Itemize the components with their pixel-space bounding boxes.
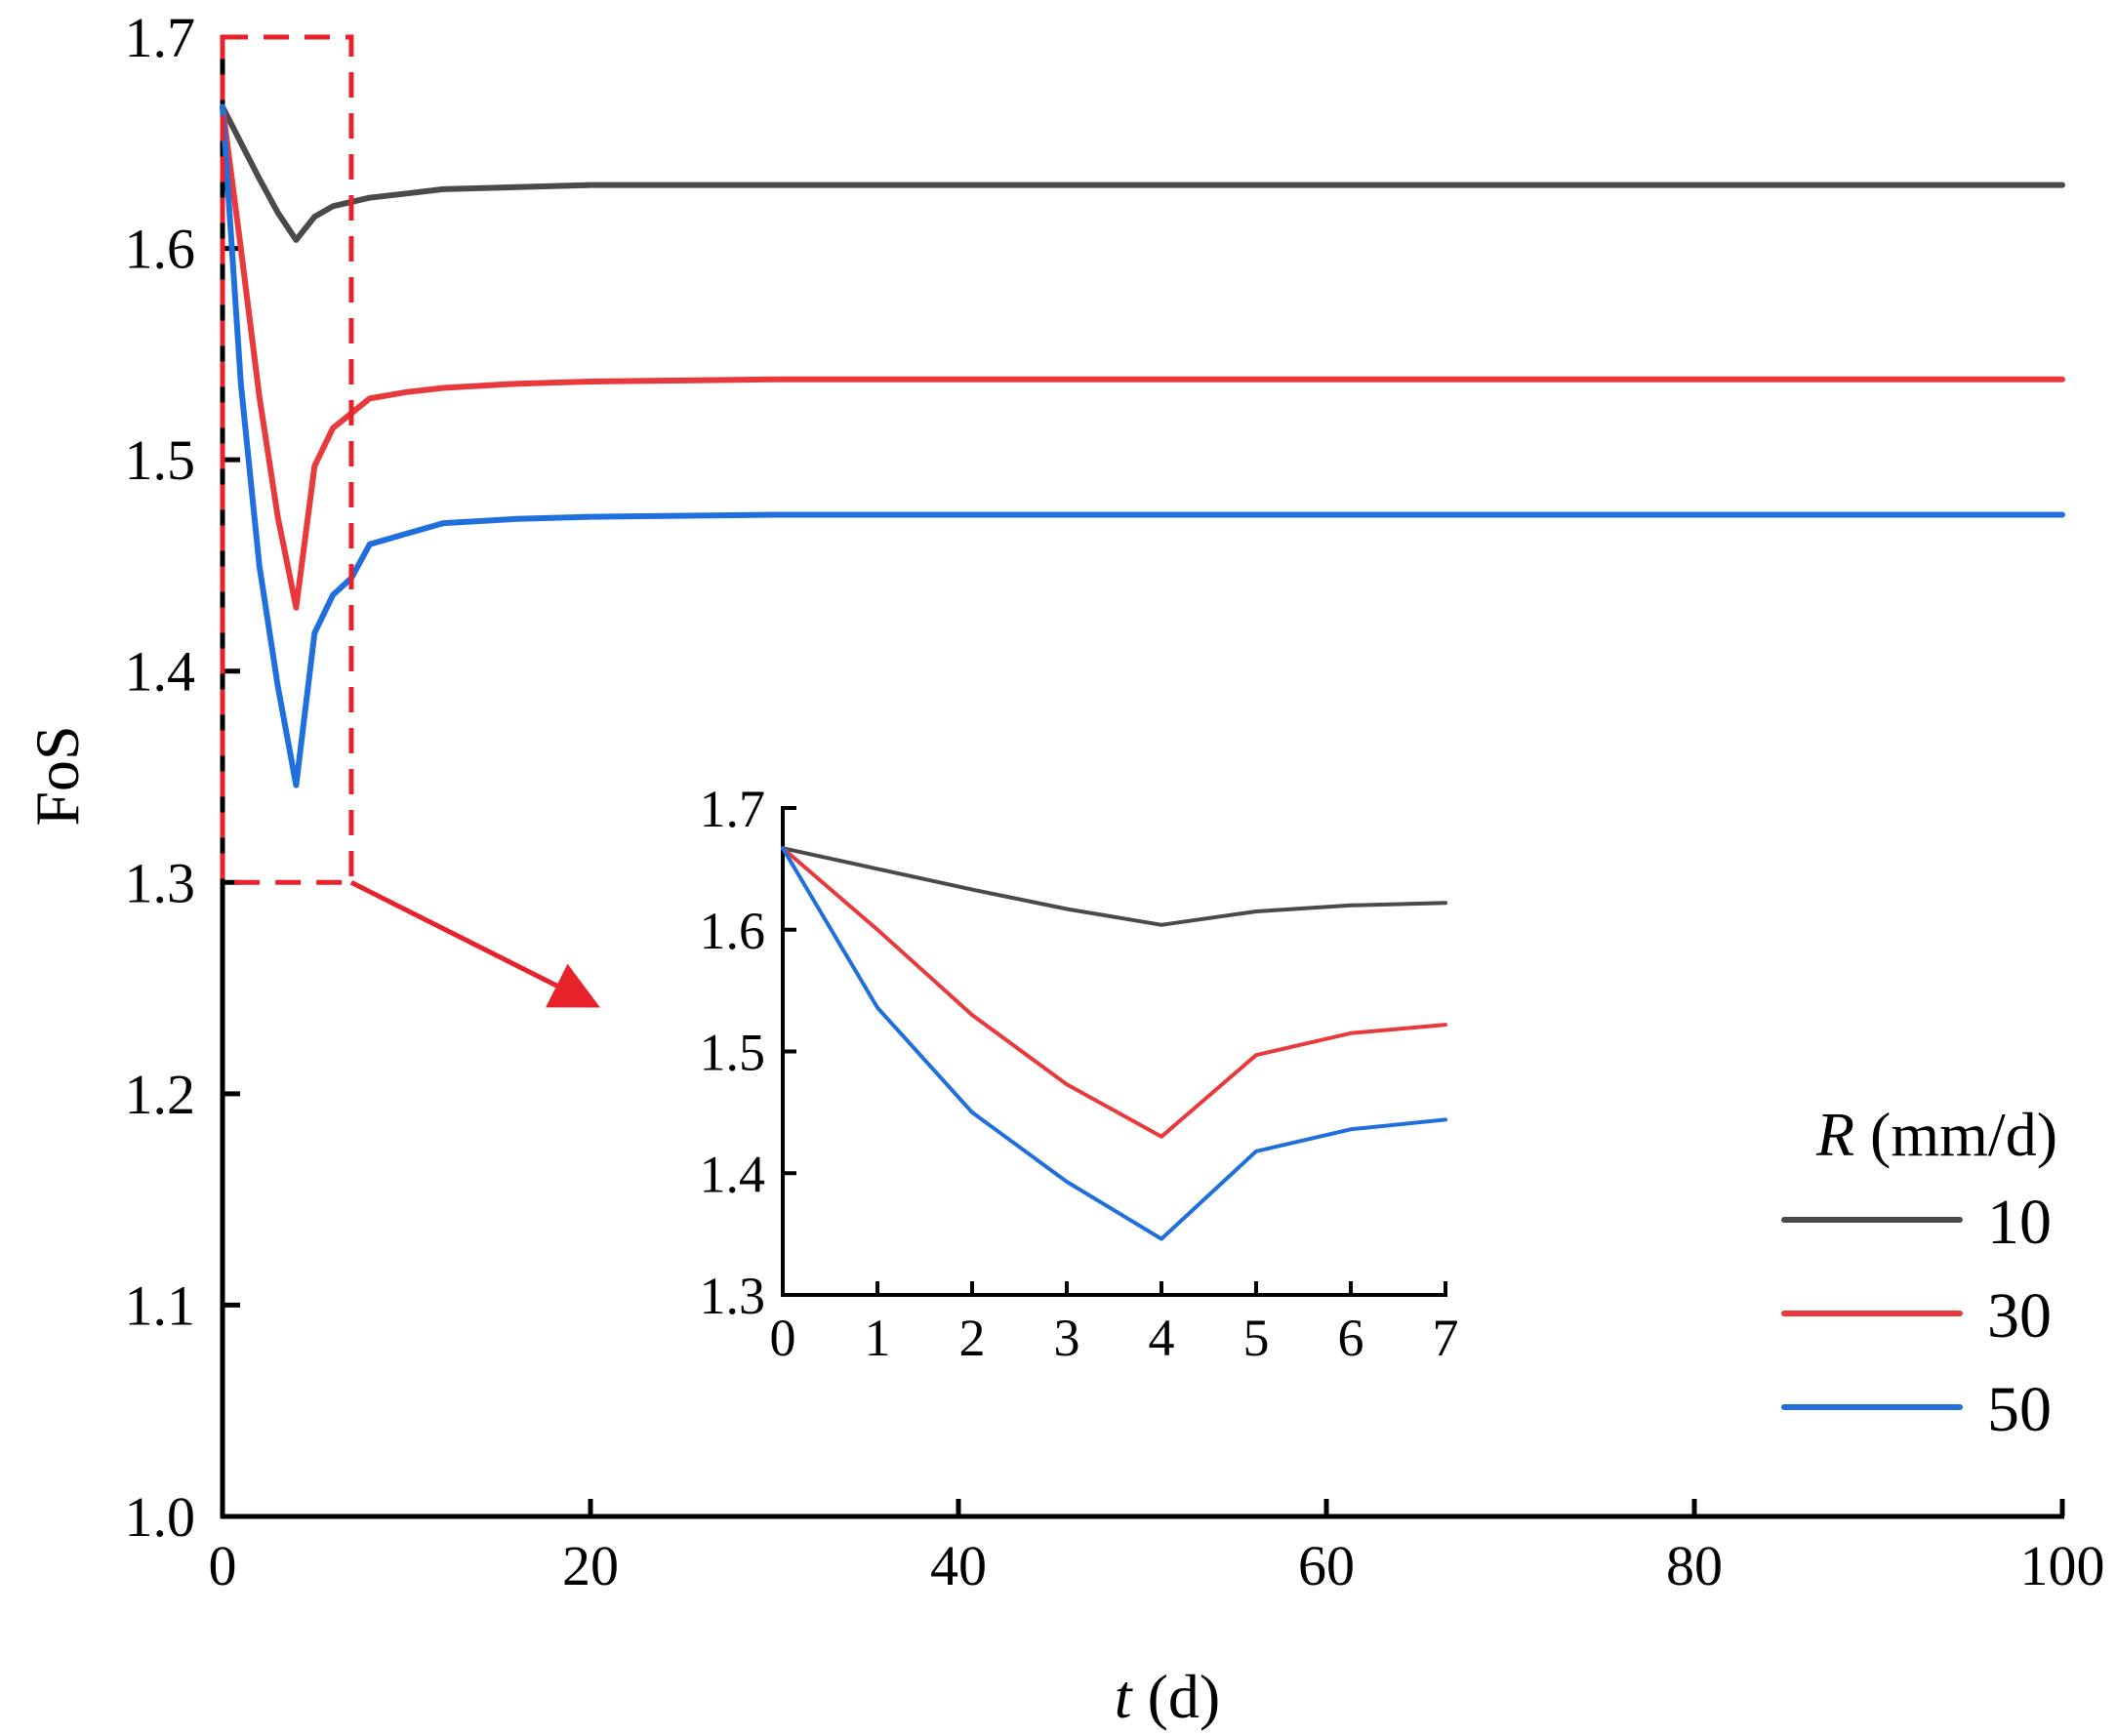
inset-y-tick-label: 1.6 — [700, 902, 766, 960]
x-tick-label: 40 — [930, 1534, 987, 1597]
inset-y-tick-label: 1.4 — [700, 1145, 766, 1203]
series-line-30 — [220, 103, 2065, 611]
x-tick-label: 0 — [209, 1534, 237, 1597]
y-tick-label: 1.6 — [125, 218, 196, 281]
inset-x-tick-label: 1 — [865, 1309, 891, 1367]
inset-series-line-30 — [781, 846, 1447, 1139]
inset-series-line-50 — [781, 846, 1447, 1241]
x-tick-label: 20 — [562, 1534, 619, 1597]
series-line-10 — [220, 103, 2065, 243]
legend-title: R (mm/d) — [1815, 1100, 2057, 1169]
legend-label-30: 30 — [1987, 1280, 2052, 1352]
inset-axes-group: 0 1 2 3 4 5 6 7 1.3 1.4 1.5 1.6 1.7 — [700, 780, 1459, 1367]
inset-series-line-10 — [781, 846, 1447, 927]
y-axis-label: FoS — [22, 725, 92, 826]
zoom-arrow — [349, 880, 600, 1008]
inset-x-tick-label: 0 — [770, 1309, 796, 1367]
inset-x-tick-label: 4 — [1149, 1309, 1175, 1367]
inset-x-tick-label: 5 — [1243, 1309, 1270, 1367]
y-tick-label: 1.5 — [125, 428, 196, 492]
inset-y-tick-label: 1.3 — [700, 1267, 766, 1325]
x-axis-label: t (d) — [1115, 1662, 1220, 1731]
zoom-indicator — [220, 34, 600, 1008]
y-tick-label: 1.0 — [125, 1485, 196, 1549]
y-tick-label: 1.2 — [125, 1063, 196, 1126]
inset-series-group — [781, 846, 1447, 1241]
y-tick-label: 1.4 — [125, 640, 196, 704]
x-tick-label: 100 — [2020, 1534, 2105, 1597]
legend-label-50: 50 — [1987, 1374, 2052, 1445]
inset-y-tick-label: 1.5 — [700, 1024, 766, 1082]
y-tick-label: 1.3 — [125, 851, 196, 914]
main-series-group — [220, 103, 2065, 788]
series-line-50 — [220, 103, 2065, 788]
legend-title-italic: R — [1815, 1100, 1854, 1169]
y-tick-label: 1.1 — [125, 1273, 196, 1337]
inset-y-tick-label: 1.7 — [700, 780, 766, 838]
legend: R (mm/d) 10 30 50 — [1781, 1100, 2057, 1445]
x-tick-label: 80 — [1666, 1534, 1723, 1597]
x-axis-label-unit: (d) — [1132, 1662, 1221, 1731]
x-tick-label: 60 — [1298, 1534, 1355, 1597]
inset-x-tick-label: 6 — [1338, 1309, 1364, 1367]
inset-x-tick-label: 2 — [959, 1309, 986, 1367]
inset-x-tick-label: 7 — [1433, 1309, 1459, 1367]
legend-title-unit: (mm/d) — [1854, 1100, 2057, 1169]
x-axis-label-italic: t — [1115, 1662, 1134, 1731]
legend-label-10: 10 — [1987, 1187, 2052, 1258]
inset-x-tick-label: 3 — [1054, 1309, 1080, 1367]
zoom-region-box — [220, 34, 354, 885]
y-tick-label: 1.7 — [125, 6, 196, 69]
